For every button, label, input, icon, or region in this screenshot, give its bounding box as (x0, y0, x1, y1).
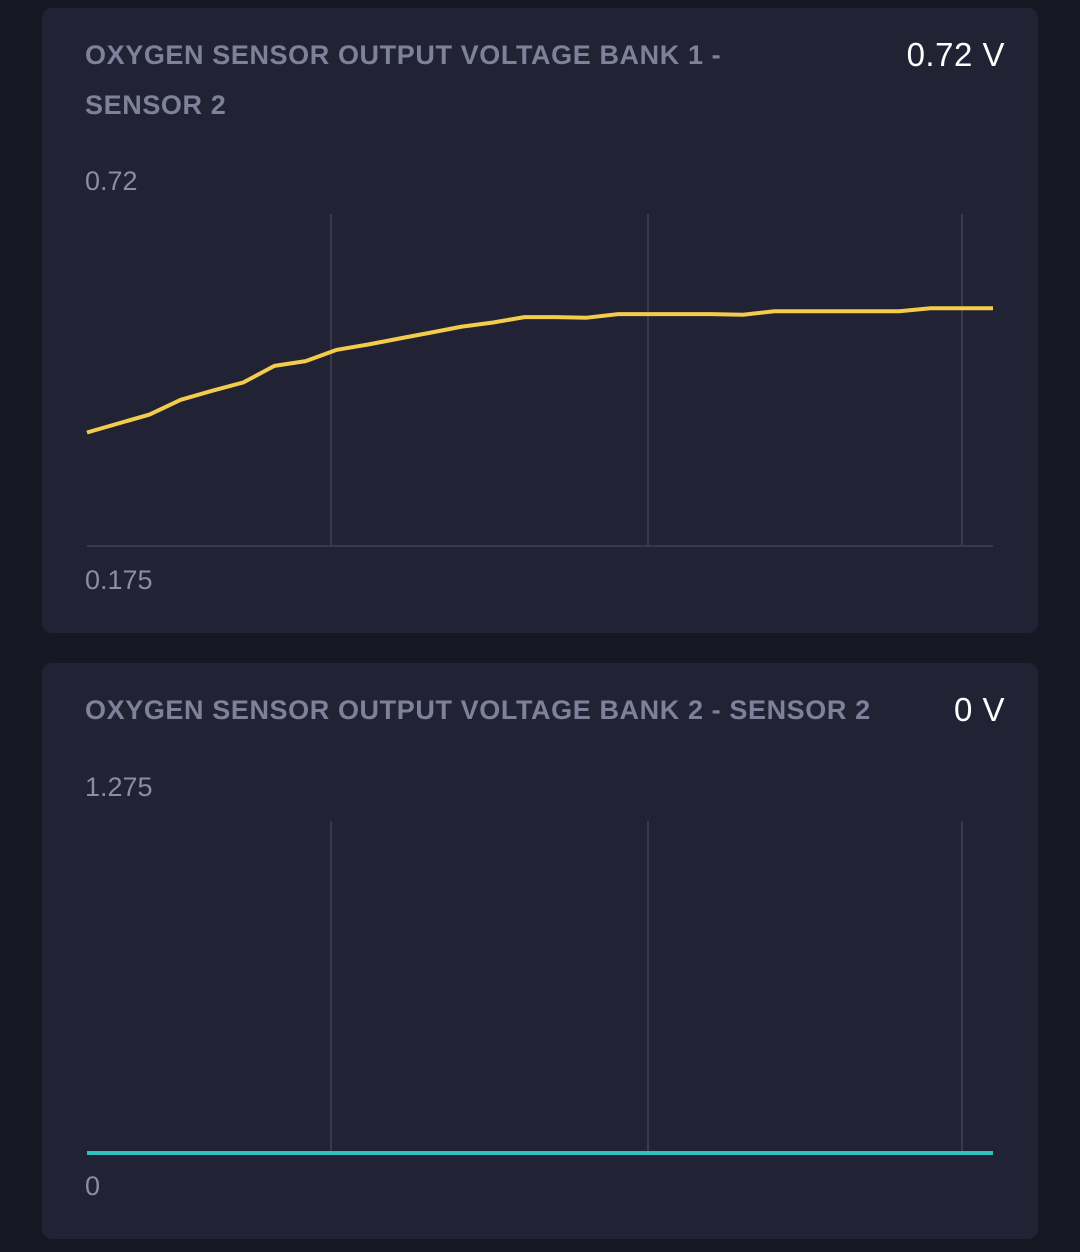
y-axis-max-label: 1.275 (85, 772, 153, 802)
current-value: 0.72 V (906, 36, 1005, 73)
y-axis-min-label: 0 (85, 1171, 101, 1201)
line-chart (86, 214, 993, 547)
y-axis-max-label: 0.72 (85, 166, 138, 196)
chart-card-bank1-sensor2: OXYGEN SENSOR OUTPUT VOLTAGE BANK 1 - SE… (42, 8, 1038, 633)
card-title: OXYGEN SENSOR OUTPUT VOLTAGE BANK 2 - SE… (85, 695, 871, 725)
chart-card-bank2-sensor2: OXYGEN SENSOR OUTPUT VOLTAGE BANK 2 - SE… (42, 663, 1038, 1239)
current-value: 0 V (953, 691, 1005, 728)
line-chart (87, 821, 993, 1155)
y-axis-min-label: 0.175 (85, 565, 153, 595)
series-line (86, 306, 993, 435)
card-title: OXYGEN SENSOR OUTPUT VOLTAGE BANK 1 - SE… (85, 40, 722, 120)
